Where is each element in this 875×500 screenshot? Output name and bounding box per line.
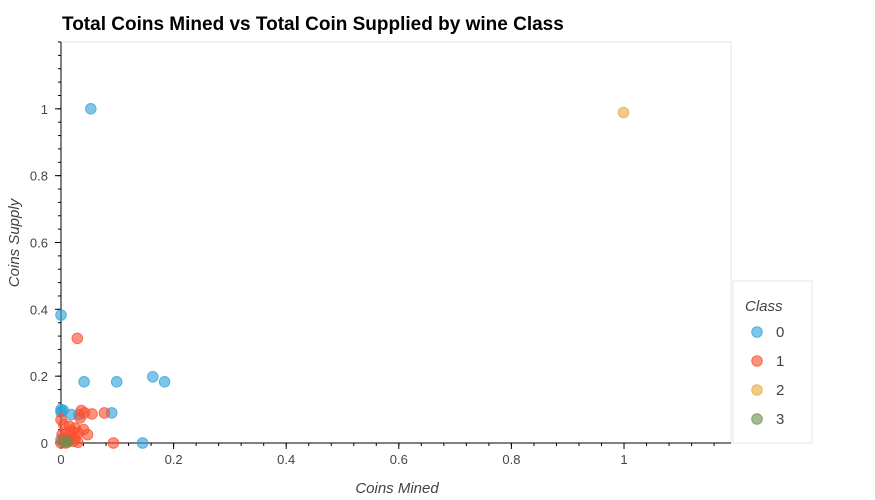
x-tick-label: 0.8: [502, 452, 520, 467]
chart-title: Total Coins Mined vs Total Coin Supplied…: [62, 14, 564, 35]
axis-minor-ticks: [58, 41, 715, 446]
legend-label: 0: [776, 324, 784, 341]
data-point[interactable]: [62, 436, 74, 448]
y-tick-label: 0.6: [30, 236, 48, 251]
series-0: [55, 103, 171, 449]
data-point[interactable]: [86, 408, 98, 420]
legend-marker: [751, 326, 763, 338]
series-1: [55, 332, 120, 449]
legend-label: 1: [776, 353, 784, 370]
data-point[interactable]: [74, 412, 86, 424]
legend-box: [732, 280, 813, 444]
x-axis: 0 0.2 0.4 0.6 0.8 1: [57, 442, 731, 467]
legend-marker: [751, 355, 763, 367]
legend-marker: [751, 413, 763, 425]
y-tick-label: 0.8: [30, 169, 48, 184]
y-axis: 0 0.2 0.4 0.6 0.8 1: [30, 42, 62, 451]
data-point[interactable]: [78, 376, 90, 388]
legend-label: 3: [776, 411, 784, 428]
data-point[interactable]: [71, 332, 84, 345]
x-axis-label: Coins Mined: [355, 480, 439, 497]
data-points: [55, 103, 630, 449]
legend-label: 2: [776, 382, 784, 399]
data-point[interactable]: [147, 371, 159, 383]
data-point[interactable]: [136, 437, 149, 449]
data-point[interactable]: [617, 106, 630, 119]
legend-marker: [751, 384, 763, 396]
x-tick-label: 0: [57, 452, 64, 467]
legend-items: 0 1 2 3: [751, 324, 784, 428]
x-tick-label: 0.2: [165, 452, 183, 467]
legend-title: Class: [745, 298, 783, 315]
y-tick-label: 0: [41, 436, 48, 451]
series-2: [617, 106, 630, 119]
data-point[interactable]: [158, 376, 171, 388]
y-tick-label: 0.4: [30, 302, 48, 317]
y-axis-label: Coins Supply: [6, 197, 23, 287]
x-tick-label: 0.6: [390, 452, 408, 467]
data-point[interactable]: [98, 407, 111, 419]
data-point[interactable]: [110, 376, 123, 388]
legend: Class 0 1 2 3: [732, 280, 813, 444]
series-3: [58, 435, 74, 448]
y-tick-label: 1: [41, 102, 48, 117]
data-point[interactable]: [55, 309, 67, 321]
x-tick-label: 1: [620, 452, 627, 467]
data-point[interactable]: [107, 437, 120, 449]
y-tick-label: 0.2: [30, 369, 48, 384]
data-point[interactable]: [81, 428, 94, 441]
data-point[interactable]: [85, 103, 97, 115]
x-tick-label: 0.4: [277, 452, 295, 467]
